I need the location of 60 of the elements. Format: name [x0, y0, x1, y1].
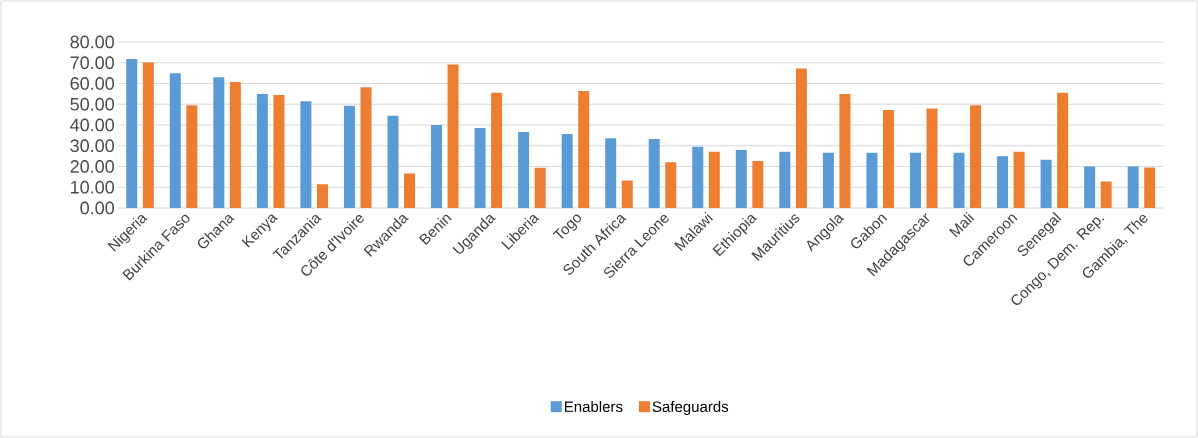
- bar: [387, 115, 399, 208]
- bar: [300, 101, 312, 208]
- bar: [213, 77, 225, 208]
- bar: [997, 156, 1009, 208]
- bar: [1057, 92, 1069, 208]
- legend-label: Enablers: [564, 401, 623, 412]
- bar: [518, 132, 530, 208]
- bar: [561, 133, 573, 208]
- y-tick-label: 40.00: [70, 118, 115, 132]
- bar: [169, 73, 181, 208]
- y-tick-label: 70.00: [70, 56, 115, 70]
- bar: [795, 68, 807, 208]
- y-tick-label: 20.00: [70, 160, 115, 173]
- bar: [752, 160, 764, 208]
- bar: [474, 127, 486, 208]
- bar: [605, 138, 617, 208]
- bar: [692, 146, 704, 208]
- bar: [665, 162, 677, 208]
- bar: [953, 152, 965, 208]
- bar: [779, 151, 791, 208]
- bar: [256, 93, 268, 208]
- y-tick-label: 60.00: [70, 77, 115, 90]
- bar: [1013, 151, 1025, 208]
- bar: [1100, 181, 1112, 208]
- x-tick-label: Togo: [552, 214, 582, 239]
- bar: [360, 87, 372, 208]
- bar: [839, 94, 851, 208]
- y-tick-label: 10.00: [71, 180, 115, 194]
- bar: [648, 138, 660, 208]
- bar: [316, 184, 328, 208]
- bar: [735, 150, 747, 208]
- bar: [578, 90, 590, 208]
- bar: [229, 82, 241, 208]
- bar: [1144, 167, 1156, 208]
- bar: [186, 105, 198, 208]
- bar: [431, 125, 443, 208]
- bar: [273, 95, 285, 208]
- bar: [1127, 166, 1139, 208]
- bar: [1040, 159, 1052, 208]
- bar: [534, 167, 546, 208]
- bar: [970, 105, 982, 208]
- bar: [909, 152, 921, 208]
- bar: [491, 92, 503, 208]
- bar: [404, 173, 416, 208]
- bar: [1084, 166, 1096, 208]
- bar: [621, 180, 633, 208]
- y-tick-label: 50.00: [70, 97, 115, 111]
- bar: [926, 108, 938, 208]
- bar: [866, 152, 878, 208]
- y-tick-label: 30.00: [70, 139, 115, 153]
- y-tick-label: 80.00: [70, 35, 115, 49]
- bar: [126, 59, 138, 208]
- bar: [882, 110, 894, 208]
- bar: [822, 152, 834, 208]
- bar: [447, 64, 459, 208]
- bar: [708, 151, 720, 208]
- legend-label: Safeguards: [652, 401, 729, 415]
- y-tick-label: 0.00: [80, 201, 115, 215]
- bar: [142, 62, 154, 208]
- bar: [343, 105, 355, 208]
